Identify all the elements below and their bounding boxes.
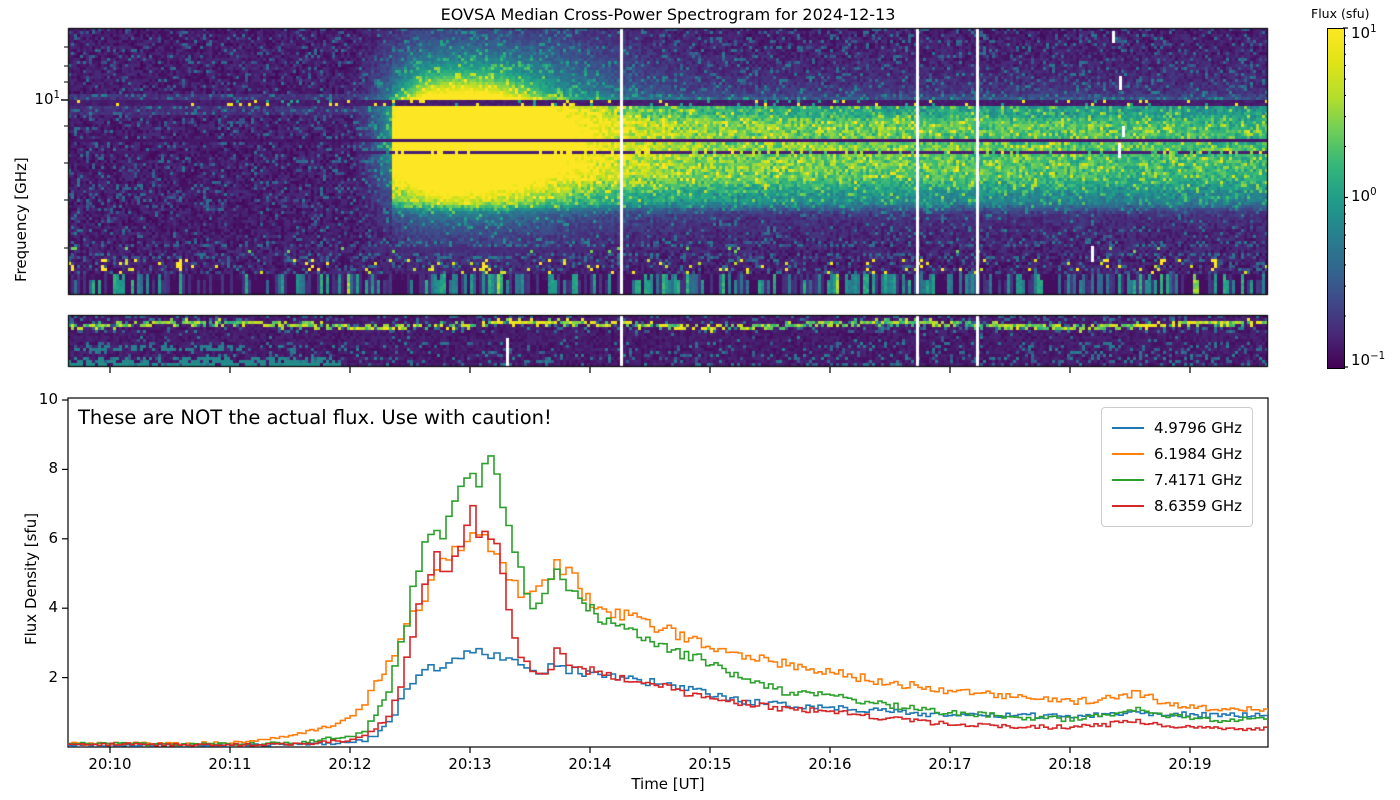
flux-curve-6.1984: [68, 532, 1268, 746]
legend-label: 7.4171 GHz: [1154, 471, 1243, 489]
y-tick-label: 4: [48, 598, 58, 617]
flux-curve-8.6359: [68, 504, 1268, 747]
legend-line-swatch: [1112, 479, 1144, 481]
colorbar-tick-label: 100: [1351, 187, 1377, 205]
legend-line-swatch: [1112, 505, 1144, 507]
x-tick-label: 20:13: [448, 755, 492, 773]
x-tick-label: 20:11: [208, 755, 252, 773]
x-tick-label: 20:10: [88, 755, 132, 773]
frequency-axis-label: Frequency [GHz]: [12, 157, 30, 282]
legend-label: 4.9796 GHz: [1154, 419, 1243, 437]
legend-item: 7.4171 GHz: [1112, 467, 1242, 493]
x-tick-label: 20:18: [1048, 755, 1092, 773]
x-tick-label: 20:15: [688, 755, 732, 773]
freq-tick-label: 101: [34, 90, 60, 108]
x-tick-label: 20:19: [1168, 755, 1212, 773]
caution-annotation: These are NOT the actual flux. Use with …: [78, 406, 552, 429]
legend-item: 4.9796 GHz: [1112, 415, 1242, 441]
x-tick-label: 20:16: [808, 755, 852, 773]
colorbar-label: Flux (sfu): [1311, 6, 1370, 21]
x-tick-label: 20:12: [328, 755, 372, 773]
legend-item: 6.1984 GHz: [1112, 441, 1242, 467]
flux-curve-4.9796: [68, 647, 1268, 747]
x-tick-label: 20:17: [928, 755, 972, 773]
legend-label: 8.6359 GHz: [1154, 497, 1243, 515]
legend-box: 4.9796 GHz 6.1984 GHz 7.4171 GHz 8.6359 GHz: [1101, 407, 1254, 527]
flux-curve-7.4171: [68, 455, 1268, 747]
figure-title: EOVSA Median Cross-Power Spectrogram for…: [440, 5, 896, 24]
time-axis-label: Time [UT]: [631, 775, 705, 793]
colorbar-tick-label: 10−1: [1351, 351, 1386, 369]
y-tick-label: 8: [48, 459, 58, 478]
legend-label: 6.1984 GHz: [1154, 445, 1243, 463]
x-tick-label: 20:14: [568, 755, 612, 773]
colorbar-tick-label: 101: [1351, 24, 1377, 42]
legend-item: 8.6359 GHz: [1112, 493, 1242, 519]
legend-line-swatch: [1112, 453, 1144, 455]
y-tick-label: 2: [48, 667, 58, 686]
colorbar-gradient: [1327, 28, 1345, 369]
y-tick-label: 6: [48, 528, 58, 547]
legend-line-swatch: [1112, 427, 1144, 429]
y-tick-label: 10: [38, 390, 58, 408]
